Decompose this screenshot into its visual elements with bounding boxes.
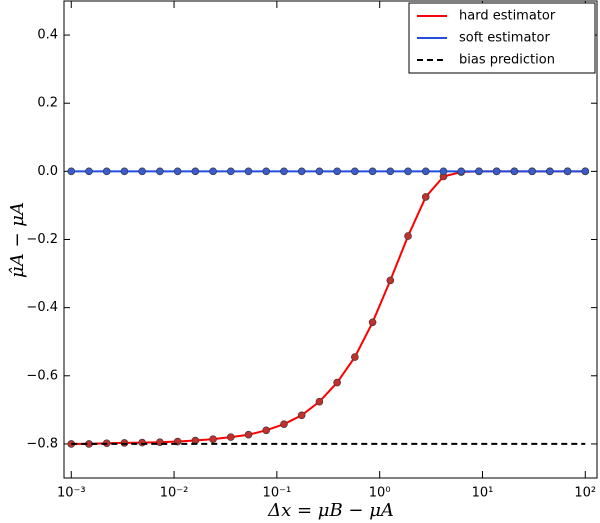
data-point: [138, 438, 146, 447]
legend-label: hard estimator: [459, 9, 556, 24]
data-point: [457, 167, 466, 176]
x-axis-label: Δx = μB − μA: [267, 500, 394, 521]
data-point: [404, 167, 412, 176]
data-point: [120, 167, 129, 176]
data-point: [67, 167, 76, 176]
data-point: [368, 318, 377, 327]
data-point: [138, 167, 146, 176]
plot-area: [64, 1, 597, 478]
data-point: [85, 167, 93, 176]
x-tick-label: 10⁰: [369, 486, 391, 501]
data-point: [351, 353, 359, 361]
y-tick-label: −0.4: [26, 300, 58, 315]
y-tick-label: −0.8: [26, 436, 58, 451]
data-point: [120, 439, 129, 447]
data-point: [510, 167, 519, 176]
data-point: [262, 426, 271, 435]
data-point: [156, 167, 164, 176]
legend-label: soft estimator: [459, 31, 550, 46]
y-tick-label: 0.4: [37, 28, 58, 43]
data-point: [421, 167, 430, 176]
y-tick-label: 0.2: [37, 96, 58, 111]
data-point: [351, 167, 359, 176]
data-point: [191, 167, 200, 176]
data-point: [209, 167, 217, 176]
legend-label: bias prediction: [459, 53, 555, 68]
data-point: [546, 167, 554, 176]
data-point: [315, 167, 324, 176]
data-point: [244, 167, 253, 176]
data-point: [368, 167, 377, 176]
data-point: [297, 167, 306, 176]
data-point: [280, 167, 288, 176]
data-point: [297, 411, 306, 420]
data-point: [563, 167, 572, 176]
x-tick-label: 10⁻³: [57, 486, 86, 501]
data-point: [528, 167, 536, 176]
x-tick-label: 10⁻²: [160, 486, 189, 501]
data-point: [226, 167, 235, 176]
data-point: [439, 167, 448, 176]
data-point: [315, 397, 324, 406]
data-point: [404, 232, 412, 240]
x-tick-label: 10⁻¹: [263, 486, 292, 501]
data-point: [280, 420, 288, 428]
data-point: [492, 167, 501, 176]
y-axis-label: μ̂A − μA: [7, 202, 28, 278]
data-point: [421, 193, 430, 201]
data-point: [333, 167, 341, 176]
data-point: [244, 430, 253, 439]
data-point: [173, 167, 182, 176]
data-point: [581, 167, 590, 176]
x-tick-label: 10²: [574, 486, 596, 501]
y-tick-label: −0.2: [26, 232, 58, 247]
plot-frame: [63, 0, 598, 479]
data-point: [226, 433, 235, 441]
x-tick-label: 10¹: [472, 486, 494, 501]
data-point: [475, 167, 483, 176]
data-point: [386, 276, 395, 285]
y-tick-label: −0.6: [26, 368, 58, 383]
data-point: [102, 167, 111, 176]
data-point: [262, 167, 271, 176]
y-tick-label: 0.0: [37, 164, 58, 179]
data-point: [386, 167, 395, 176]
data-point: [209, 435, 217, 443]
data-point: [333, 378, 341, 387]
